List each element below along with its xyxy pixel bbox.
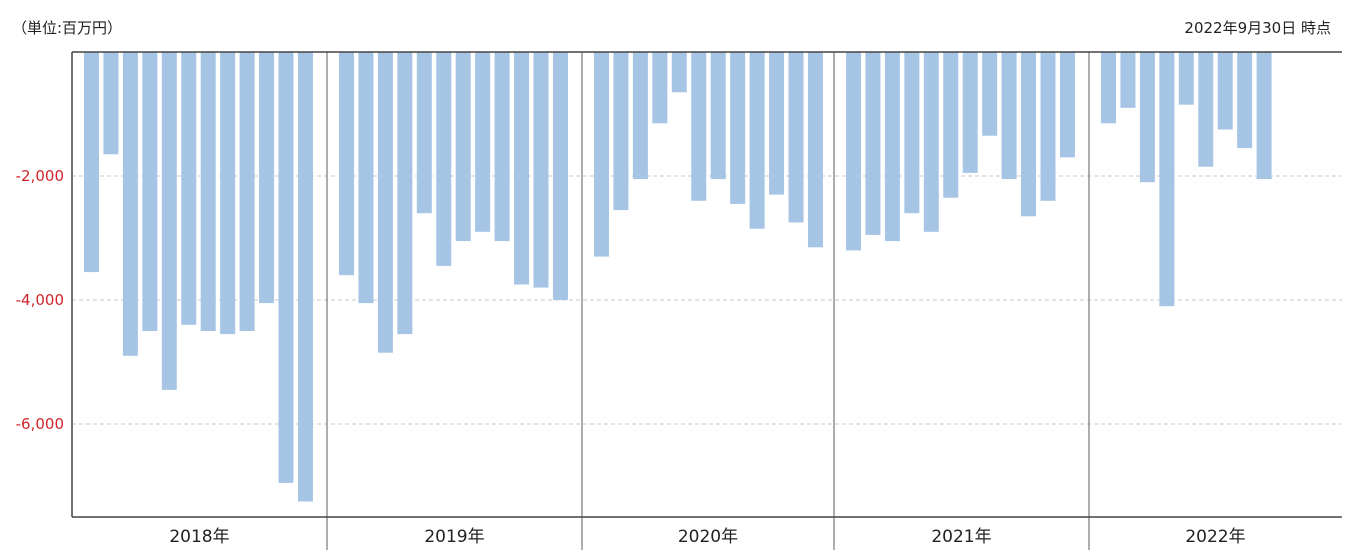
bar [297,52,313,502]
y-tick-label: -6,000 [16,415,64,433]
bar [122,52,138,356]
bar [339,52,354,276]
x-tick-label: 2018年 [169,527,229,547]
bar [1001,52,1017,180]
bar [494,52,510,242]
bar [259,52,275,304]
bar [691,52,707,201]
bar [730,52,746,204]
bar [671,52,687,93]
bar [652,52,668,124]
bar [1040,52,1056,201]
bar [142,52,158,331]
bar [239,52,255,331]
bar [1198,52,1214,167]
bar [416,52,432,214]
bar [278,52,294,483]
bar [1159,52,1175,307]
bar [377,52,393,353]
bar [982,52,998,136]
bar [1237,52,1253,149]
bar [807,52,823,248]
bar [1217,52,1233,130]
bar [904,52,920,214]
bar [1120,52,1136,108]
bar [749,52,765,229]
bar [552,52,568,300]
x-tick-label: 2022年 [1185,527,1245,547]
bar [632,52,648,180]
bar [865,52,881,235]
bar [1139,52,1155,183]
x-tick-label: 2021年 [931,527,991,547]
x-tick-label: 2020年 [678,527,738,547]
bar [613,52,629,211]
bar [358,52,374,304]
bar [514,52,530,285]
bar [200,52,216,331]
bar [455,52,471,242]
bar [884,52,900,242]
bar [84,52,99,273]
bar [594,52,609,257]
bar [1021,52,1037,217]
x-tick-label: 2019年 [424,527,484,547]
bar [1178,52,1194,105]
bar [923,52,939,232]
bar [788,52,804,223]
bar [181,52,197,325]
bar [710,52,726,180]
bar [220,52,236,335]
bar [533,52,549,288]
bar [436,52,452,266]
bar [397,52,413,335]
unit-label: （単位:百万円） [12,19,123,37]
bar [1059,52,1075,158]
bar [1101,52,1116,124]
y-tick-label: -4,000 [16,291,64,309]
bar [943,52,959,198]
bar [846,52,861,251]
y-tick-label: -2,000 [16,167,64,185]
bar [1256,52,1272,180]
bar [103,52,119,155]
bar [475,52,491,232]
as-of-date-label: 2022年9月30日 時点 [1184,19,1331,37]
bar [962,52,978,173]
bar [769,52,785,195]
bar [161,52,177,390]
